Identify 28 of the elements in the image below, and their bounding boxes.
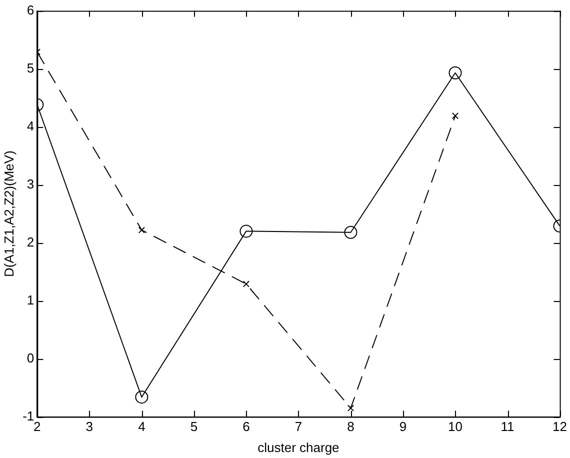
y-tick-label: 0: [26, 350, 34, 366]
y-tick-label: 6: [26, 2, 34, 18]
y-tick-label: 1: [26, 292, 34, 308]
x-tick-label: 3: [86, 419, 94, 434]
y-tick-label: 4: [26, 118, 34, 134]
point: [452, 112, 459, 120]
x-tick-label: 4: [138, 419, 146, 434]
x-axis-title: cluster charge: [258, 440, 340, 455]
point: [135, 390, 148, 404]
x-tick-label: 11: [500, 419, 514, 434]
x-tick-label: 8: [347, 419, 354, 434]
x-tick-label: 6: [242, 419, 250, 434]
point: [347, 404, 354, 412]
x-tick-label: 10: [448, 419, 462, 434]
y-tick-label: 3: [26, 176, 34, 192]
point: [344, 226, 358, 239]
x-tick-label: 5: [190, 419, 198, 434]
y-tick-label: 5: [26, 60, 34, 76]
x-tick-label: 9: [399, 419, 407, 434]
point: [448, 66, 462, 80]
x-tick-label: 7: [294, 419, 302, 434]
point: [138, 226, 146, 234]
point: [242, 280, 250, 288]
point: [240, 224, 253, 238]
y-axis-title: D(A1,Z1,A2,Z2)(MeV): [1, 150, 16, 278]
y-tick-label: 2: [26, 234, 34, 250]
x-tick-label: 12: [552, 419, 568, 434]
y-tick-label: -1: [22, 408, 34, 424]
